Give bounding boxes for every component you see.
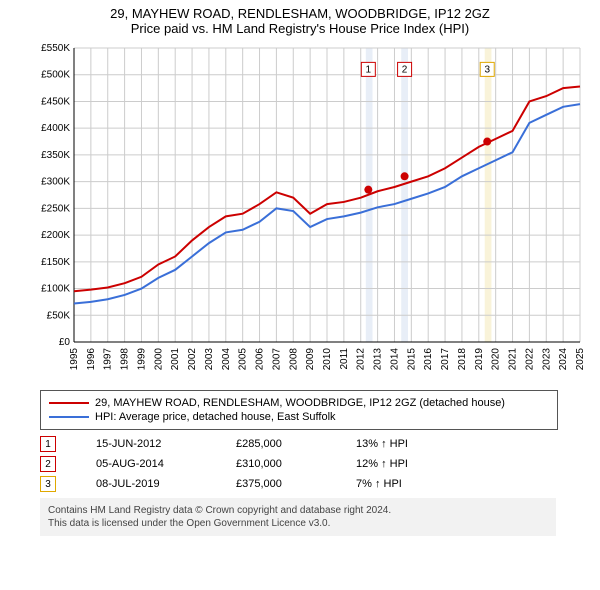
sale-marker-1: 1: [40, 436, 56, 452]
legend-row: 29, MAYHEW ROAD, RENDLESHAM, WOODBRIDGE,…: [49, 397, 549, 409]
svg-text:2010: 2010: [322, 348, 333, 371]
svg-text:£300K: £300K: [41, 177, 70, 188]
svg-text:£100K: £100K: [41, 284, 70, 295]
svg-text:2018: 2018: [457, 348, 468, 371]
svg-text:£550K: £550K: [41, 43, 70, 54]
footer: Contains HM Land Registry data © Crown c…: [40, 498, 556, 536]
svg-text:2009: 2009: [305, 348, 316, 371]
svg-text:2014: 2014: [389, 348, 400, 371]
sale-price: £285,000: [236, 438, 356, 450]
legend-swatch-hpi: [49, 416, 89, 418]
svg-text:2005: 2005: [238, 348, 249, 371]
page-container: 29, MAYHEW ROAD, RENDLESHAM, WOODBRIDGE,…: [0, 0, 600, 536]
svg-text:2022: 2022: [524, 348, 535, 371]
svg-text:2020: 2020: [491, 348, 502, 371]
title-block: 29, MAYHEW ROAD, RENDLESHAM, WOODBRIDGE,…: [0, 0, 600, 38]
svg-text:£350K: £350K: [41, 150, 70, 161]
svg-text:2: 2: [402, 64, 408, 75]
svg-text:2017: 2017: [440, 348, 451, 371]
sale-marker-num: 1: [45, 439, 51, 450]
svg-text:2013: 2013: [373, 348, 384, 371]
sale-pct: 7% ↑ HPI: [356, 478, 476, 490]
svg-text:£150K: £150K: [41, 257, 70, 268]
svg-text:2021: 2021: [508, 348, 519, 371]
svg-text:2024: 2024: [558, 348, 569, 371]
legend-row: HPI: Average price, detached house, East…: [49, 411, 549, 423]
title-address: 29, MAYHEW ROAD, RENDLESHAM, WOODBRIDGE,…: [0, 6, 600, 21]
legend-label-price-paid: 29, MAYHEW ROAD, RENDLESHAM, WOODBRIDGE,…: [95, 397, 505, 409]
svg-text:1: 1: [366, 64, 372, 75]
sale-marker-num: 2: [45, 459, 51, 470]
svg-text:1997: 1997: [103, 348, 114, 371]
svg-text:2006: 2006: [255, 348, 266, 371]
sale-row: 1 15-JUN-2012 £285,000 13% ↑ HPI: [40, 436, 540, 452]
svg-text:1999: 1999: [136, 348, 147, 371]
sale-marker-2: 2: [40, 456, 56, 472]
svg-text:2023: 2023: [541, 348, 552, 371]
legend: 29, MAYHEW ROAD, RENDLESHAM, WOODBRIDGE,…: [40, 390, 558, 430]
svg-text:2016: 2016: [423, 348, 434, 371]
legend-swatch-price-paid: [49, 402, 89, 404]
svg-text:2000: 2000: [153, 348, 164, 371]
svg-text:2015: 2015: [406, 348, 417, 371]
svg-text:3: 3: [484, 64, 490, 75]
sale-pct: 12% ↑ HPI: [356, 458, 476, 470]
svg-text:2001: 2001: [170, 348, 181, 371]
svg-text:2012: 2012: [356, 348, 367, 371]
footer-line1: Contains HM Land Registry data © Crown c…: [48, 504, 548, 517]
svg-text:£400K: £400K: [41, 123, 70, 134]
svg-text:2019: 2019: [474, 348, 485, 371]
svg-text:2003: 2003: [204, 348, 215, 371]
title-subtitle: Price paid vs. HM Land Registry's House …: [0, 21, 600, 36]
svg-text:2002: 2002: [187, 348, 198, 371]
svg-text:£0: £0: [59, 337, 71, 348]
svg-text:2011: 2011: [339, 348, 350, 370]
svg-text:1995: 1995: [69, 348, 80, 371]
footer-line2: This data is licensed under the Open Gov…: [48, 517, 548, 530]
sale-marker-3: 3: [40, 476, 56, 492]
sale-pct: 13% ↑ HPI: [356, 438, 476, 450]
svg-text:1996: 1996: [86, 348, 97, 371]
sale-date: 05-AUG-2014: [96, 458, 236, 470]
svg-text:£50K: £50K: [47, 310, 71, 321]
svg-text:2007: 2007: [271, 348, 282, 371]
sale-date: 15-JUN-2012: [96, 438, 236, 450]
svg-text:£250K: £250K: [41, 203, 70, 214]
svg-text:2004: 2004: [221, 348, 232, 371]
sale-marker-num: 3: [45, 479, 51, 490]
svg-text:2008: 2008: [288, 348, 299, 371]
sale-price: £375,000: [236, 478, 356, 490]
svg-text:£200K: £200K: [41, 230, 70, 241]
sale-price: £310,000: [236, 458, 356, 470]
svg-text:£500K: £500K: [41, 70, 70, 81]
chart: £0 £50K £100K £150K £200K £250K £300K £350K £400…: [30, 42, 590, 382]
svg-text:1998: 1998: [120, 348, 131, 371]
svg-text:2025: 2025: [575, 348, 586, 371]
sale-row: 2 05-AUG-2014 £310,000 12% ↑ HPI: [40, 456, 540, 472]
legend-label-hpi: HPI: Average price, detached house, East…: [95, 411, 336, 423]
sale-row: 3 08-JUL-2019 £375,000 7% ↑ HPI: [40, 476, 540, 492]
svg-text:£450K: £450K: [41, 96, 70, 107]
chart-svg: £0 £50K £100K £150K £200K £250K £300K £350K £400…: [30, 42, 590, 382]
sale-date: 08-JUL-2019: [96, 478, 236, 490]
sales-table: 1 15-JUN-2012 £285,000 13% ↑ HPI 2 05-AU…: [40, 436, 540, 492]
